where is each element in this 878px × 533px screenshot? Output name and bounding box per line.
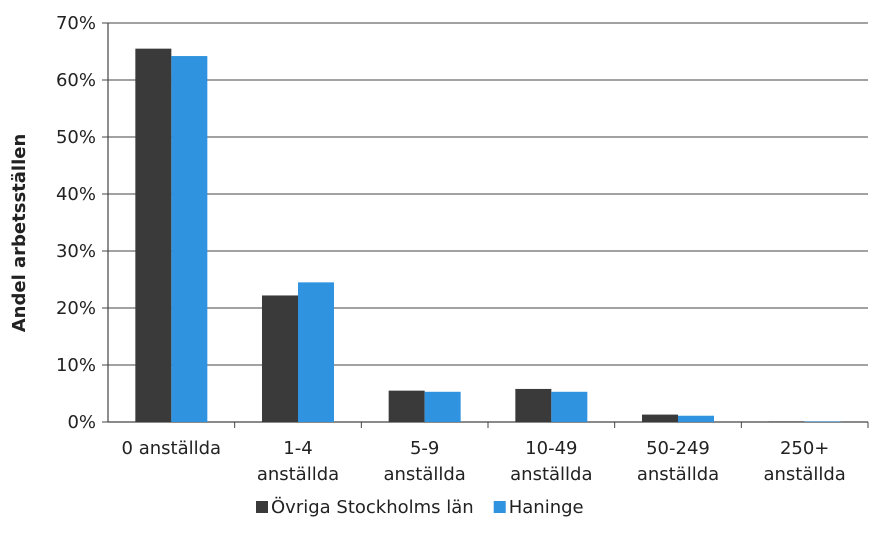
y-tick-label: 10% [56, 355, 96, 376]
y-axis-title: Andel arbetsställen [9, 134, 30, 333]
legend-label-haninge: Haninge [509, 497, 584, 518]
bars [135, 48, 841, 423]
bar-haninge [678, 415, 714, 422]
x-category-label: 0 anställda [122, 438, 222, 459]
axes [102, 22, 869, 428]
bar-ovriga-stockholms-lan [135, 48, 172, 423]
y-tick-label: 60% [56, 70, 96, 91]
y-tick-label: 20% [56, 298, 96, 319]
bar-ovriga-stockholms-lan [388, 390, 425, 422]
legend-swatch-haninge [493, 501, 506, 513]
x-category-label: 250+ anställda [763, 438, 845, 485]
x-category-label: 1-4 anställda [257, 438, 339, 485]
x-category-label: 5-9 anställda [383, 438, 465, 485]
x-category-label: 10-49 anställda [510, 438, 592, 485]
legend-label-ovriga-stockholms-lan: Övriga Stockholms län [271, 496, 474, 518]
y-tick-label: 50% [56, 127, 96, 148]
bar-haninge [171, 56, 208, 423]
y-tick-label: 40% [56, 184, 96, 205]
bar-ovriga-stockholms-lan [768, 421, 805, 422]
bar-haninge [551, 391, 588, 422]
bar-ovriga-stockholms-lan [642, 414, 678, 422]
labels: 0% 10% 20% 30% 40% 50% 60% 70% 0 anställda 1-4 ans… [56, 13, 846, 485]
legend-swatch-ovriga-stockholms-lan [256, 501, 268, 513]
bar-ovriga-stockholms-lan [515, 388, 552, 422]
y-tick-label: 30% [56, 241, 96, 262]
legend: Övriga Stockholms län Haninge [256, 496, 584, 518]
y-tick-label: 70% [56, 13, 96, 34]
bar-ovriga-stockholms-lan [262, 295, 298, 422]
y-tick-label: 0% [67, 412, 96, 433]
x-category-label: 50-249 anställda [637, 438, 719, 485]
gridlines [108, 22, 868, 366]
bar-haninge [804, 421, 841, 422]
bar-haninge [424, 391, 461, 422]
bar-haninge [298, 282, 334, 422]
